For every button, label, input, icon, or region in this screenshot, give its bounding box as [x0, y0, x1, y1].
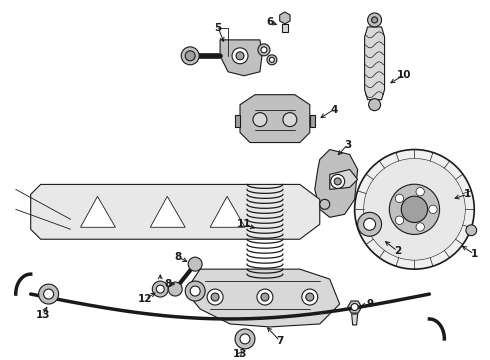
- Circle shape: [253, 113, 267, 127]
- Circle shape: [334, 178, 341, 185]
- Circle shape: [261, 47, 267, 53]
- Circle shape: [368, 99, 381, 111]
- Circle shape: [355, 149, 474, 269]
- Circle shape: [351, 303, 358, 311]
- Polygon shape: [330, 170, 358, 189]
- Circle shape: [364, 218, 375, 230]
- Circle shape: [232, 48, 248, 64]
- Circle shape: [211, 293, 219, 301]
- Circle shape: [181, 47, 199, 65]
- Circle shape: [190, 286, 200, 296]
- Circle shape: [395, 194, 404, 203]
- Polygon shape: [280, 12, 290, 24]
- Polygon shape: [240, 95, 310, 143]
- Text: 11: 11: [237, 219, 251, 229]
- Text: 13: 13: [35, 310, 50, 320]
- Circle shape: [368, 13, 382, 27]
- Circle shape: [240, 334, 250, 344]
- Polygon shape: [220, 40, 262, 76]
- Polygon shape: [210, 196, 245, 227]
- Circle shape: [207, 289, 223, 305]
- Circle shape: [235, 329, 255, 349]
- Circle shape: [261, 293, 269, 301]
- Text: 1: 1: [464, 189, 471, 199]
- Text: 13: 13: [233, 349, 247, 359]
- Circle shape: [39, 284, 59, 304]
- Polygon shape: [348, 301, 362, 313]
- Circle shape: [331, 175, 344, 188]
- Polygon shape: [235, 114, 240, 127]
- Text: 8: 8: [165, 279, 172, 289]
- Circle shape: [283, 113, 297, 127]
- Polygon shape: [352, 314, 358, 325]
- Polygon shape: [190, 269, 340, 327]
- Circle shape: [390, 184, 440, 234]
- Circle shape: [429, 205, 437, 213]
- Polygon shape: [150, 196, 185, 227]
- Text: 1: 1: [470, 249, 478, 259]
- Circle shape: [401, 196, 428, 222]
- Circle shape: [302, 289, 318, 305]
- Polygon shape: [365, 27, 385, 100]
- Circle shape: [395, 216, 404, 224]
- Circle shape: [320, 199, 330, 209]
- Text: 8: 8: [174, 252, 182, 262]
- Circle shape: [257, 289, 273, 305]
- Circle shape: [258, 44, 270, 56]
- Circle shape: [306, 293, 314, 301]
- Text: 2: 2: [394, 246, 401, 256]
- Circle shape: [188, 257, 202, 271]
- Text: 4: 4: [330, 105, 338, 114]
- Circle shape: [364, 158, 466, 260]
- Circle shape: [270, 57, 274, 62]
- Polygon shape: [310, 114, 315, 127]
- Circle shape: [152, 281, 168, 297]
- Text: 5: 5: [215, 23, 221, 33]
- Circle shape: [236, 52, 244, 60]
- Text: 6: 6: [266, 17, 273, 27]
- Circle shape: [267, 55, 277, 65]
- Circle shape: [466, 225, 477, 236]
- Polygon shape: [315, 149, 358, 217]
- Text: 12: 12: [138, 294, 152, 304]
- Circle shape: [185, 51, 195, 61]
- Circle shape: [156, 285, 164, 293]
- Text: 9: 9: [366, 299, 373, 309]
- Circle shape: [416, 188, 424, 196]
- Circle shape: [358, 212, 382, 236]
- Circle shape: [371, 17, 378, 23]
- Polygon shape: [80, 196, 116, 227]
- Text: 7: 7: [276, 336, 284, 346]
- Polygon shape: [282, 24, 288, 32]
- Polygon shape: [31, 184, 320, 239]
- Circle shape: [168, 282, 182, 296]
- Text: 10: 10: [397, 70, 412, 80]
- Circle shape: [185, 281, 205, 301]
- Circle shape: [416, 223, 424, 231]
- Circle shape: [44, 289, 53, 299]
- Text: 3: 3: [344, 140, 351, 149]
